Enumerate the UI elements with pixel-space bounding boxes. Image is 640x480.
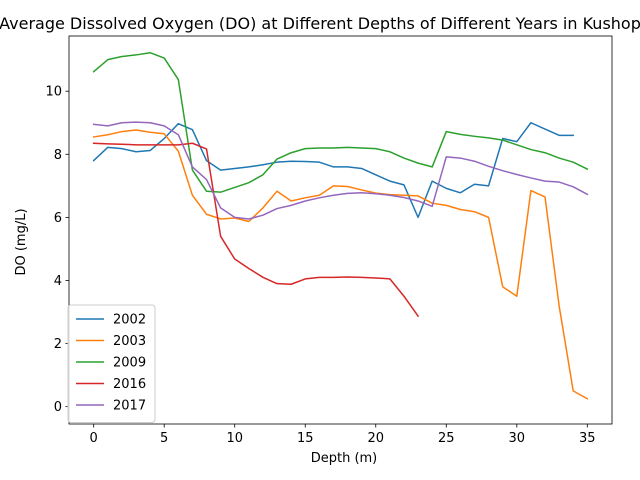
- x-tick-label: 30: [509, 431, 526, 446]
- x-axis-label: Depth (m): [311, 451, 378, 466]
- legend-label-2009: 2009: [113, 356, 146, 371]
- plot-area: [68, 35, 613, 425]
- x-axis-ticks: 0 5 10 15 20 25 30 35: [90, 424, 596, 446]
- x-tick-label: 0: [90, 431, 98, 446]
- legend-label-2003: 2003: [113, 334, 146, 349]
- x-tick-label: 5: [160, 431, 168, 446]
- series-line-2016: [92, 142, 420, 318]
- plot-frame: [68, 35, 613, 425]
- x-tick-label: 35: [579, 431, 596, 446]
- series-line-2003: [92, 129, 589, 400]
- legend-label-2016: 2016: [113, 377, 146, 392]
- series-line-2002: [92, 122, 574, 219]
- y-tick-label: 10: [45, 85, 62, 100]
- x-tick-label: 15: [297, 431, 314, 446]
- series-line-2009: [92, 51, 589, 193]
- legend-box: [67, 304, 156, 423]
- x-tick-label: 25: [438, 431, 455, 446]
- y-tick-label: 2: [54, 337, 62, 352]
- legend: 2002 2003 2009 2016 2017: [67, 304, 156, 423]
- y-tick-label: 8: [54, 148, 62, 163]
- legend-label-2002: 2002: [113, 313, 146, 328]
- x-tick-label: 10: [226, 431, 243, 446]
- y-tick-label: 4: [54, 274, 62, 289]
- y-tick-label: 0: [54, 400, 62, 415]
- chart-title: Average Dissolved Oxygen (DO) at Differe…: [0, 14, 640, 33]
- x-tick-label: 20: [367, 431, 384, 446]
- y-tick-label: 6: [54, 211, 62, 226]
- legend-label-2017: 2017: [113, 399, 146, 414]
- y-axis-label: DO (mg/L): [14, 208, 29, 275]
- series-line-2017: [92, 121, 589, 220]
- y-axis-ticks: 0 2 4 6 8 10: [45, 85, 69, 415]
